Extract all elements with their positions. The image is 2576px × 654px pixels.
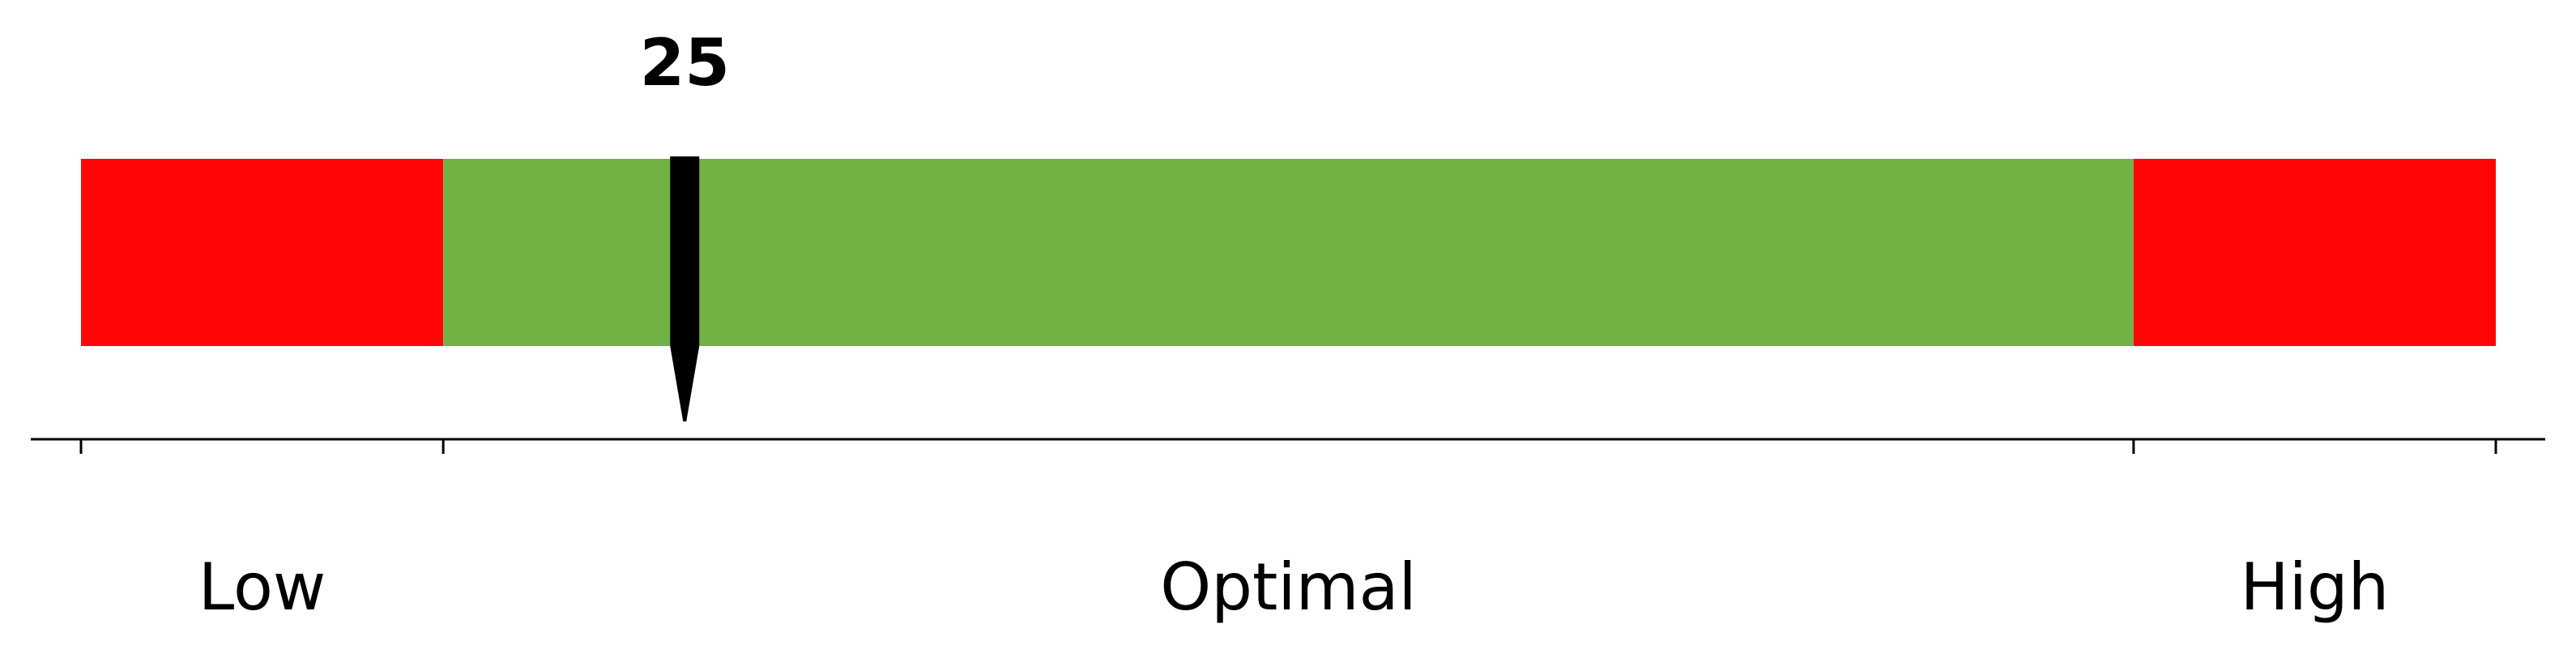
zone-bar-high: [2133, 159, 2496, 346]
axis-layer: [31, 438, 2545, 454]
zones-layer: [81, 159, 2496, 346]
marker-layer: [670, 156, 700, 421]
zone-label-low: Low: [198, 549, 326, 625]
zone-bar-optimal: [443, 159, 2134, 346]
zone-bar-low: [81, 159, 444, 346]
value-marker: [670, 156, 700, 421]
value-label: 25: [640, 25, 730, 100]
zone-label-high: High: [2240, 549, 2389, 625]
zone-label-optimal: Optimal: [1160, 549, 1417, 625]
labels-layer: 25 Low Optimal High: [198, 25, 2390, 625]
